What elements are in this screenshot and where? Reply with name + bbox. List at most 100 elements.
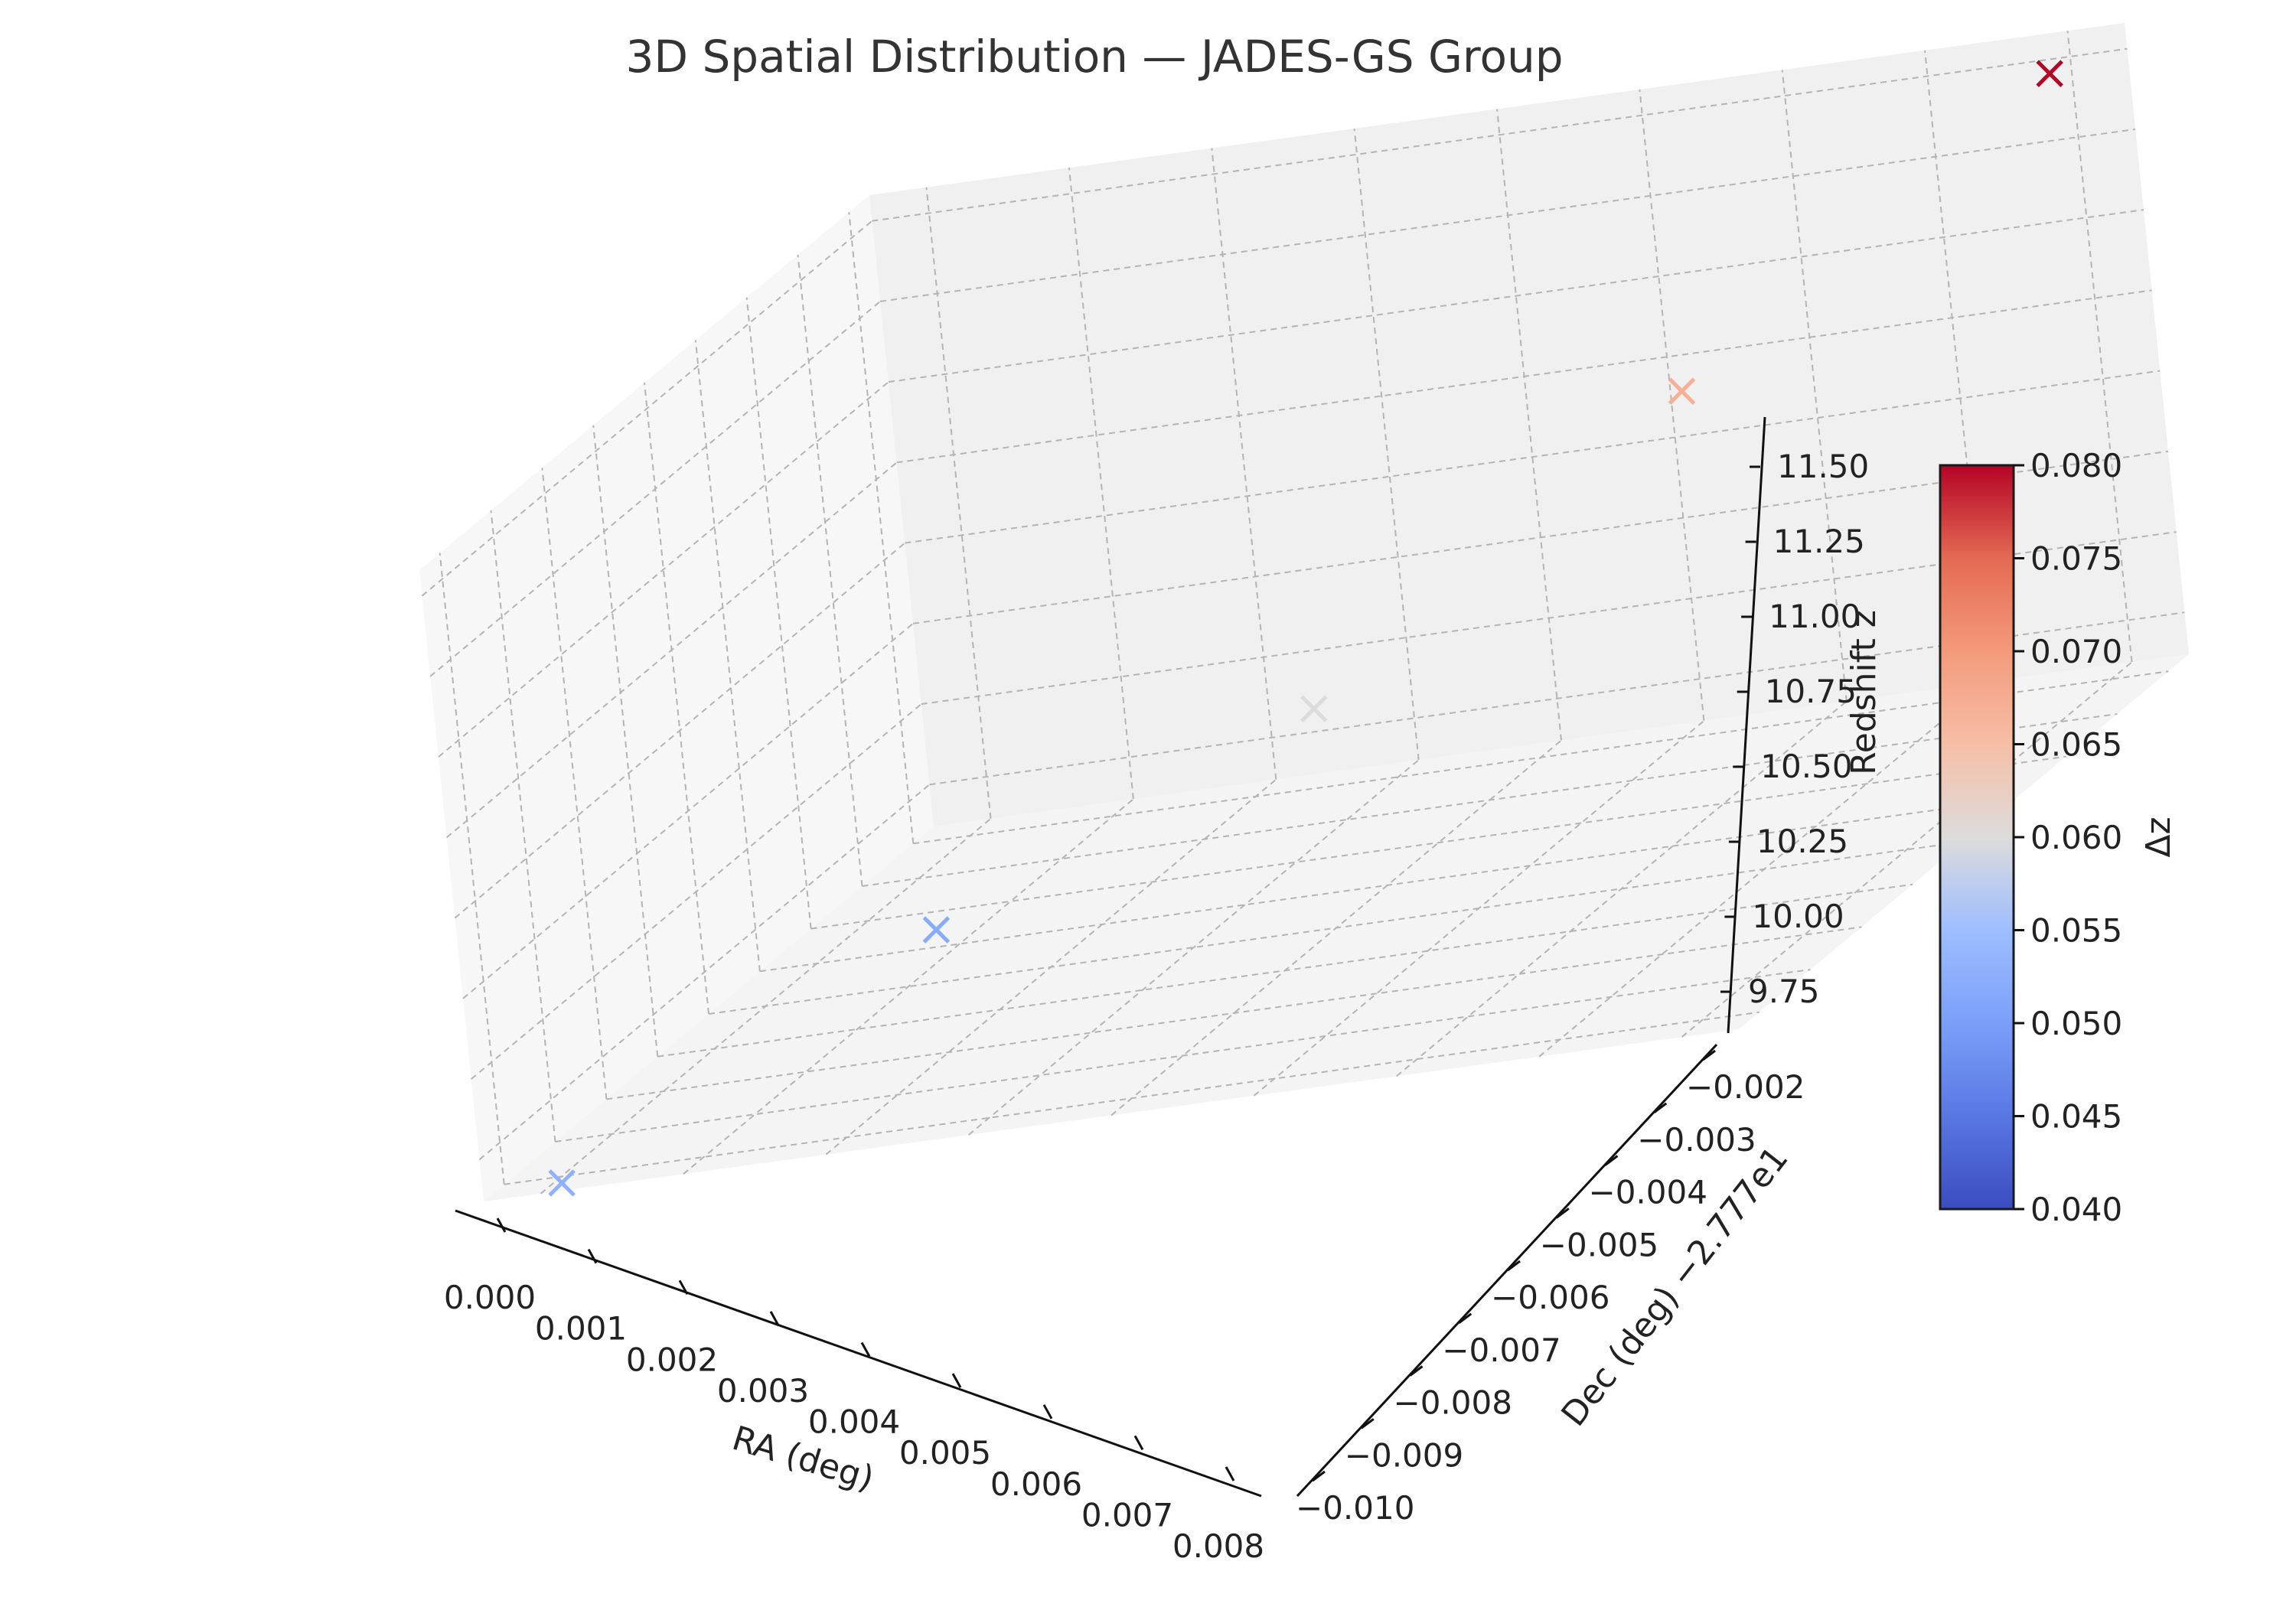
y-tick-label-mark [1409,1365,1424,1377]
data-point [922,916,951,944]
z-tick-label: 11.00 [1769,598,1861,635]
grid-line-z-left [478,784,931,1161]
grid-line-z-back [872,47,2128,222]
grid-line-y-floor [555,969,1811,1143]
data-point [2036,60,2063,87]
grid-line-x-back [1068,168,1134,800]
colorbar-tick-label: 0.040 [2030,1191,2122,1228]
grid-line-y-left [439,553,505,1185]
y-axis-offset: −2.777e1 [1662,1139,1795,1295]
grid-line-x-floor [967,759,1420,1136]
y-tick-label-mark [1555,1208,1570,1219]
y-tick-label: −0.003 [1637,1121,1756,1159]
grid-line-z-left [438,381,889,758]
grid-line-y-left [848,212,915,844]
grid-line-y-left [541,468,608,1100]
colorbar-ticks: 0.040 0.045 0.050 0.055 0.060 0.065 0.070 0.075… [2014,447,2122,1228]
left-pane [419,195,934,1201]
tick-labels: 0.0000.0010.0020.0030.0040.0050.0060.007… [444,448,1869,1565]
y-tick-label: −0.010 [1296,1489,1414,1527]
colorbar: 0.040 0.045 0.050 0.055 0.060 0.065 0.070 0.075… [1939,447,2178,1228]
back-pane [869,23,2189,826]
y-tick-label-mark [1458,1312,1473,1325]
x-tick-label: 0.005 [899,1434,991,1472]
data-point-stroke [1300,695,1328,723]
z-tick-label: 11.25 [1773,523,1865,560]
x-tick-label: 0.003 [717,1372,809,1410]
grid-line-y-left [644,382,709,1015]
data-point [1300,695,1328,723]
grid-line-y-floor [708,841,1965,1015]
x-tick-label: 0.004 [808,1403,900,1441]
y-axis-line [1296,1043,1718,1498]
x-tick-label-mark [587,1248,598,1264]
y-tick-label-mark [1360,1418,1375,1429]
y-tick-label-mark [1653,1102,1668,1114]
data-point-stroke [2036,60,2063,87]
grid-line-y-left [797,254,863,887]
grid-line-x-back [1639,89,1705,722]
grid-line-x-floor [683,798,1134,1175]
axes [455,416,1766,1498]
grid-line-x-floor [1681,661,2133,1038]
grid-line-x-back [2066,31,2133,663]
z-tick-label: 11.50 [1777,448,1869,485]
x-tick-label: 0.007 [1081,1496,1173,1534]
colorbar-tick-label: 0.050 [2030,1005,2122,1042]
z-tick-label: 10.25 [1756,823,1848,860]
data-point-stroke [1668,377,1696,405]
x-tick-label-mark [951,1373,962,1388]
x-tick-label: 0.000 [444,1279,536,1316]
grid-line-z-back [896,289,2152,464]
grid-line-x-back [1496,109,1562,741]
z-axis-line [1727,416,1766,1034]
x-tick-label: 0.006 [990,1465,1082,1503]
y-tick-label: −0.005 [1540,1226,1658,1263]
grid-line-x-back [1924,50,1991,682]
grid-line-y-floor [810,755,2066,930]
grid-line-y-floor [862,713,2118,887]
colorbar-tick-label: 0.045 [2030,1098,2122,1136]
grid-line-y-floor [504,1011,1760,1185]
z-tick-label: 10.00 [1752,898,1844,935]
grid-line-y-left [490,510,556,1143]
x-tick-label-mark [860,1341,871,1358]
grid-line-y-left [592,425,659,1057]
data-point-stroke [548,1169,576,1197]
z-tick-label: 10.50 [1760,748,1852,785]
grid-lines [421,31,2185,1195]
grid-line-y-floor [657,883,1913,1058]
y-tick-label: −0.009 [1345,1436,1463,1474]
grid-line-z-left [421,220,873,597]
x-tick-label: 0.001 [535,1310,627,1348]
data-points [548,60,2063,1197]
grid-line-z-back [905,370,2161,544]
grid-line-x-floor [1396,700,1848,1077]
x-tick-label-mark [678,1279,689,1296]
colorbar-tick-label: 0.075 [2030,540,2122,578]
colorbar-gradient [1940,465,2014,1209]
grid-line-y-left [694,340,761,972]
grid-line-z-left [429,301,881,677]
grid-line-x-back [1353,128,1420,761]
data-point [548,1169,576,1197]
grid-line-y-left [745,297,812,929]
y-tick-label: −0.006 [1491,1279,1609,1316]
z-axis-label: Redshift z [1844,610,1883,775]
z-tick-label: 10.75 [1765,673,1857,710]
grid-line-z-left [445,461,898,839]
grid-line-z-left [471,703,922,1080]
colorbar-label: Δz [2139,817,2178,857]
grid-line-z-back [879,128,2136,302]
grid-line-x-back [1211,148,1277,780]
x-tick-label: 0.002 [626,1341,718,1378]
data-point-stroke [922,916,951,944]
colorbar-tick-label: 0.060 [2030,819,2122,856]
grid-line-y-floor [606,926,1862,1100]
y-tick-label: −0.007 [1442,1332,1561,1369]
colorbar-tick-label: 0.070 [2030,633,2122,670]
y-tick-label: −0.004 [1589,1174,1707,1211]
y-tick-label: −0.002 [1686,1068,1805,1106]
z-tick-label: 9.75 [1748,973,1820,1010]
y-tick-label: −0.008 [1394,1384,1512,1422]
